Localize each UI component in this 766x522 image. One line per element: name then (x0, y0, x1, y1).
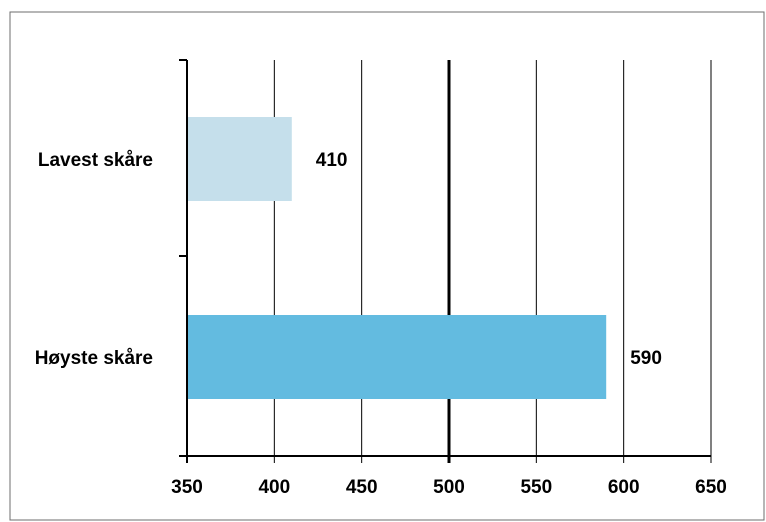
bar-0 (187, 117, 292, 201)
category-label-1: Høyste skåre (35, 348, 153, 369)
grid-lines (273, 60, 712, 463)
x-tick-label-500: 500 (433, 477, 465, 498)
labels: 410 Lavest skåre 590 Høyste skåre 350 400 450 5… (35, 150, 727, 498)
x-tick-label-550: 550 (520, 477, 552, 498)
x-tick-label-350: 350 (171, 477, 203, 498)
x-tick-label-400: 400 (258, 477, 290, 498)
bar-1 (187, 315, 607, 399)
x-tick-label-600: 600 (608, 477, 640, 498)
chart-border (9, 11, 765, 521)
x-tick-label-650: 650 (695, 477, 727, 498)
data-label-1: 590 (630, 348, 662, 369)
data-label-0: 410 (316, 150, 348, 171)
x-tick-label-450: 450 (346, 477, 378, 498)
axes (179, 59, 711, 463)
category-label-0: Lavest skåre (38, 150, 153, 171)
bars (187, 117, 607, 399)
